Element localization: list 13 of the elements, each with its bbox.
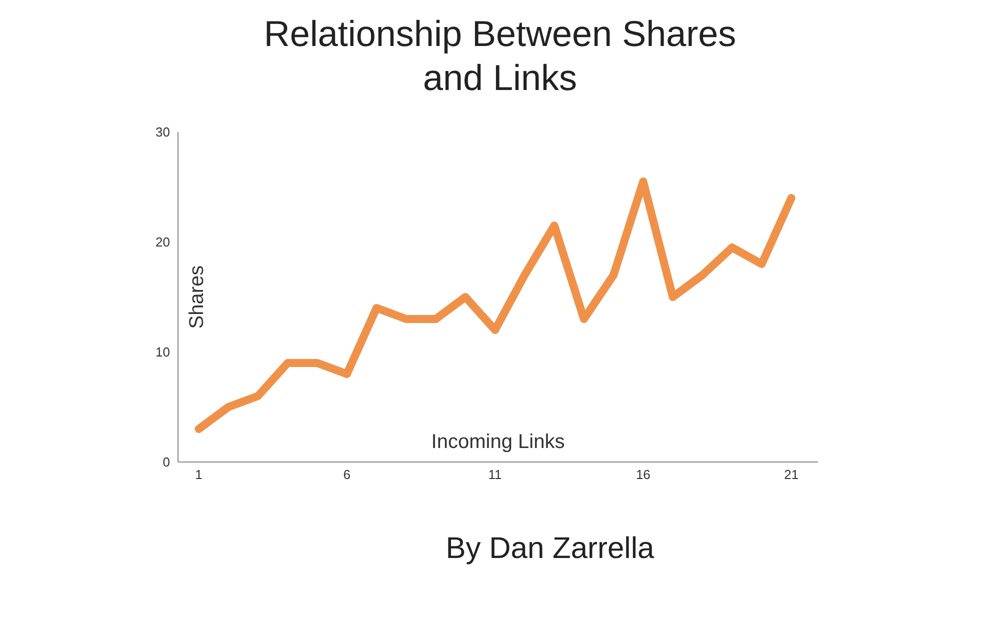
- y-axis-title: Shares: [186, 265, 208, 329]
- x-tick-label: 11: [488, 467, 502, 482]
- chart-title: Relationship Between Shares and Links: [262, 12, 738, 100]
- y-tick-label: 20: [156, 234, 170, 250]
- y-tick-label: 0: [162, 454, 170, 470]
- text: By Dan Zarrella: [444, 532, 656, 566]
- y-tick-label: 30: [156, 124, 170, 140]
- x-tick-label: 6: [343, 467, 351, 482]
- x-tick-label: 21: [784, 467, 799, 482]
- y-tick-label: 10: [156, 344, 170, 360]
- x-tick-label: 16: [636, 467, 650, 482]
- x-axis-title: Incoming Links: [431, 431, 565, 453]
- x-tick-label: 1: [195, 467, 202, 482]
